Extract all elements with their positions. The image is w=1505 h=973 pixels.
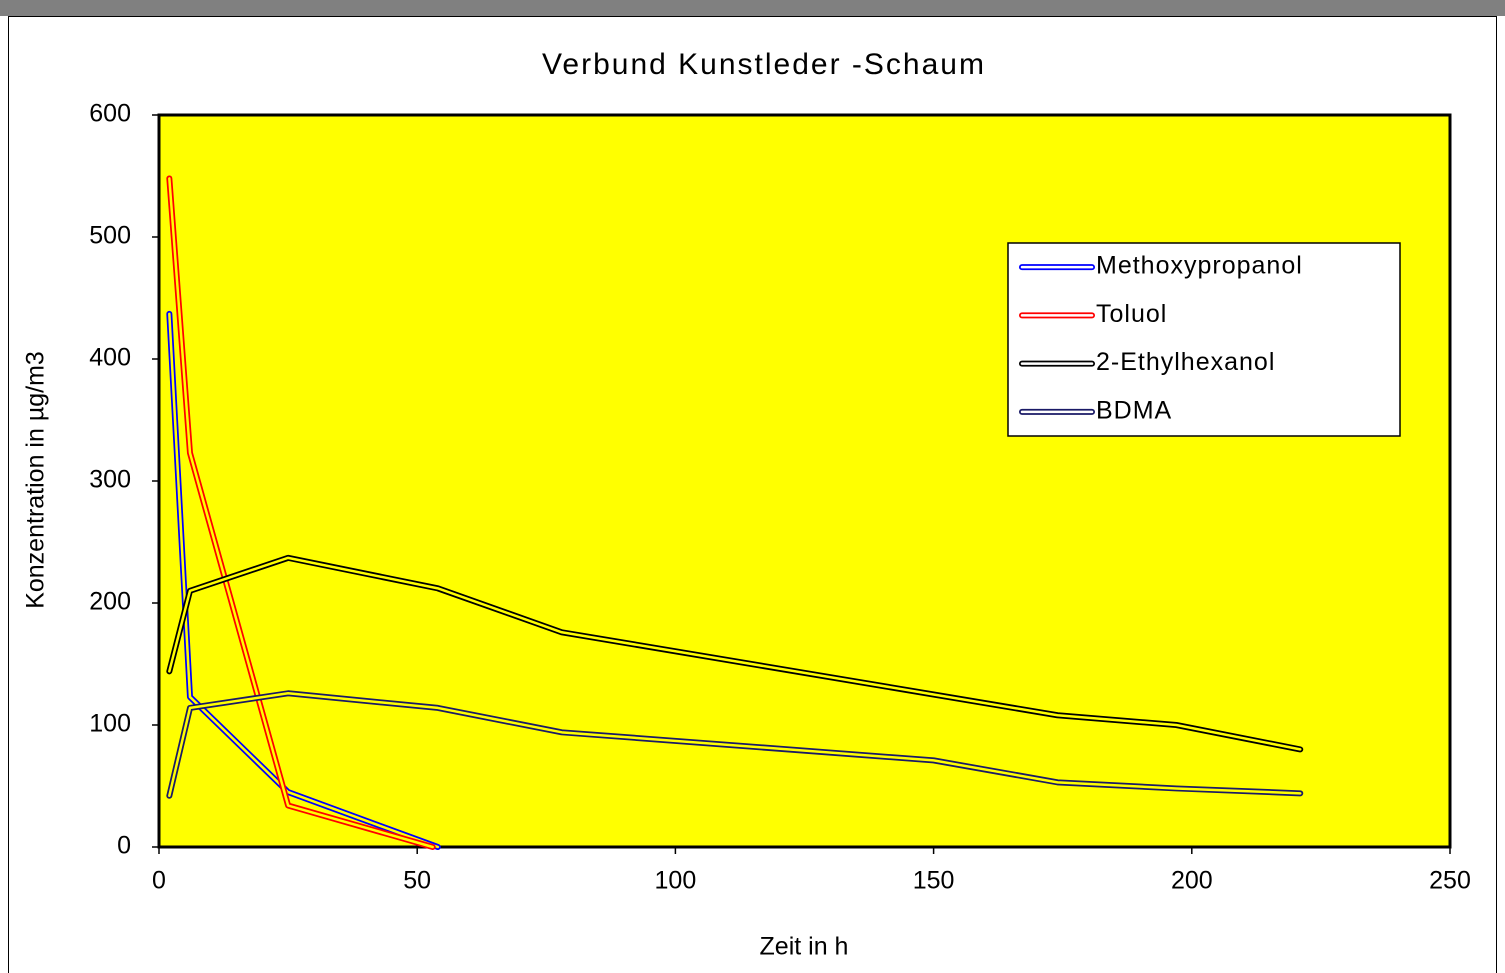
legend-label: Toluol bbox=[1096, 300, 1167, 328]
y-tick-label: 300 bbox=[89, 466, 131, 494]
x-axis-label: Zeit in h bbox=[760, 933, 849, 961]
y-tick-label: 500 bbox=[89, 222, 131, 250]
series-line-inner bbox=[168, 177, 434, 849]
legend-label: BDMA bbox=[1096, 396, 1172, 424]
series-line-inner bbox=[168, 312, 440, 849]
y-tick-label: 0 bbox=[117, 832, 131, 860]
x-tick-label: 250 bbox=[1429, 867, 1471, 895]
x-tick-label: 200 bbox=[1171, 867, 1213, 895]
x-tick-label: 0 bbox=[152, 867, 166, 895]
top-band bbox=[0, 0, 1505, 16]
y-tick-label: 400 bbox=[89, 344, 131, 372]
y-tick-label: 600 bbox=[89, 100, 131, 128]
series-line-inner bbox=[168, 692, 1302, 798]
legend-label: Methoxypropanol bbox=[1096, 252, 1303, 280]
chart-title: Verbund Kunstleder -Schaum bbox=[542, 48, 986, 81]
y-tick-label: 200 bbox=[89, 588, 131, 616]
x-tick-label: 100 bbox=[655, 867, 697, 895]
series-line-inner bbox=[168, 556, 1302, 751]
x-tick-label: 150 bbox=[913, 867, 955, 895]
y-tick-label: 100 bbox=[89, 710, 131, 738]
legend-label: 2-Ethylhexanol bbox=[1096, 348, 1275, 376]
x-tick-label: 50 bbox=[403, 867, 431, 895]
legend-box bbox=[1007, 242, 1401, 437]
y-axis-label: Konzentration in µg/m3 bbox=[22, 351, 50, 609]
plot-area bbox=[157, 113, 1452, 849]
